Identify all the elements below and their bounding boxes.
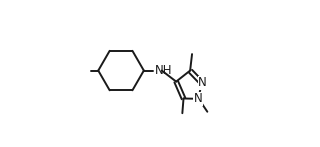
Text: N: N [198,76,207,89]
Text: N: N [194,92,203,105]
Text: NH: NH [155,64,172,77]
